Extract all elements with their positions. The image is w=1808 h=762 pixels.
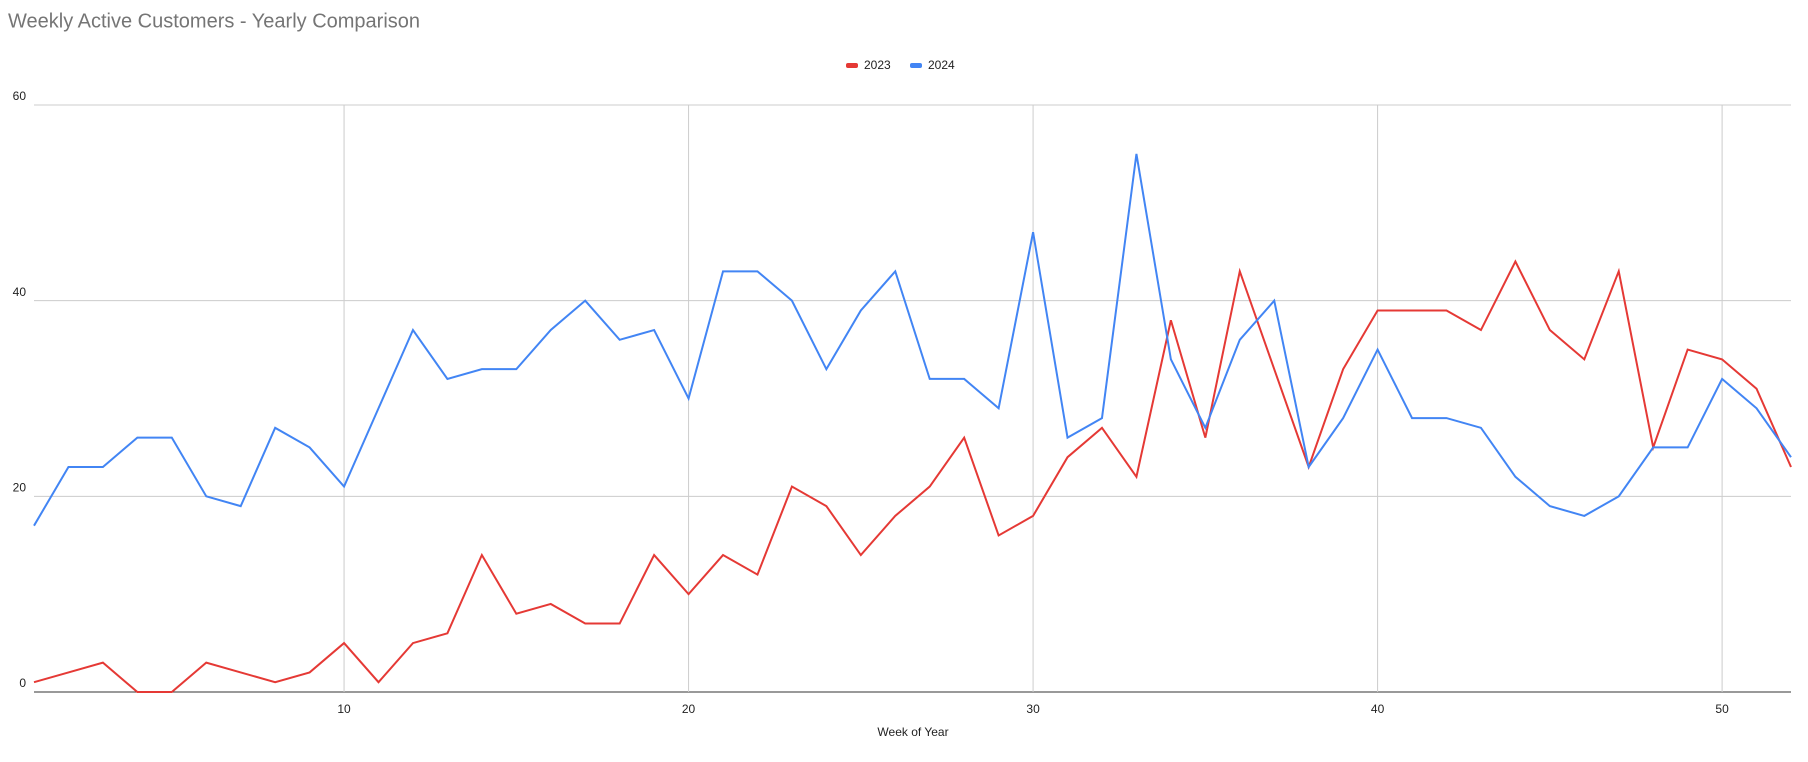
x-axis-label: Week of Year bbox=[877, 725, 948, 739]
line-series bbox=[33, 153, 1792, 527]
legend: 2023 2024 bbox=[846, 58, 955, 72]
y-tick-label: 20 bbox=[13, 481, 27, 495]
legend-swatch bbox=[846, 63, 858, 68]
x-tick-label: 40 bbox=[1371, 702, 1385, 716]
y-tick-label: 60 bbox=[13, 89, 27, 103]
line-series bbox=[33, 259, 1792, 693]
x-tick-label: 10 bbox=[337, 702, 351, 716]
legend-swatch bbox=[910, 63, 922, 68]
x-tick-label: 50 bbox=[1715, 702, 1729, 716]
x-tick-label: 30 bbox=[1026, 702, 1040, 716]
chart-title: Weekly Active Customers - Yearly Compari… bbox=[8, 10, 420, 32]
y-tick-label: 0 bbox=[19, 676, 26, 690]
legend-label: 2024 bbox=[928, 58, 955, 72]
legend-label: 2023 bbox=[864, 58, 891, 72]
y-tick-label: 40 bbox=[13, 285, 27, 299]
x-tick-label: 20 bbox=[682, 702, 696, 716]
